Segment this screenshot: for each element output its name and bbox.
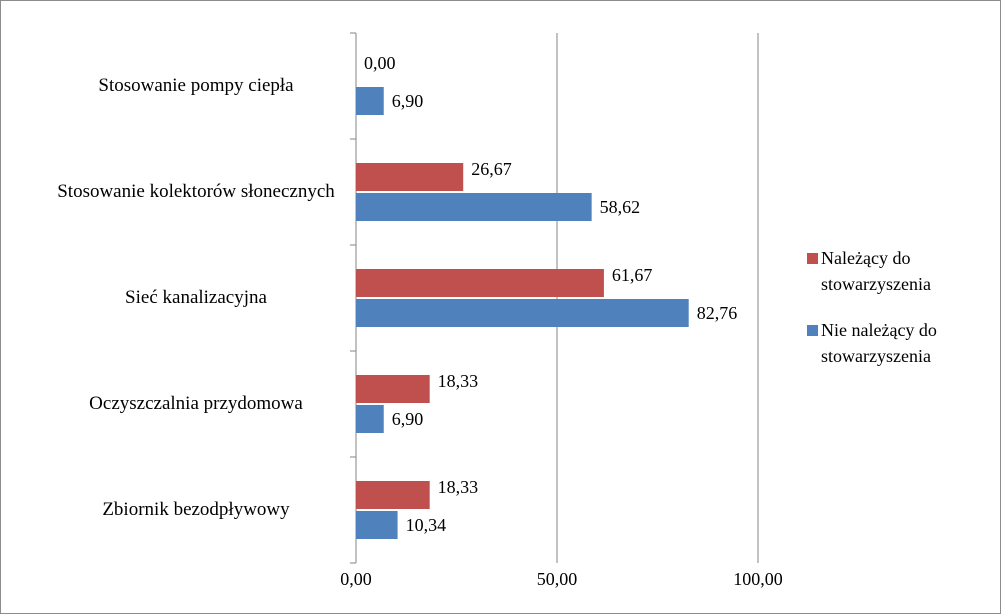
bar [356, 87, 384, 115]
bar [356, 163, 464, 191]
value-label: 61,67 [612, 265, 653, 285]
value-label: 10,34 [406, 515, 447, 535]
y-tick-label: Oczyszczalnia przydomowa [89, 393, 303, 414]
value-label: 82,76 [697, 303, 738, 323]
y-tick-label: Stosowanie pompy ciepła [98, 75, 294, 96]
bar [356, 299, 689, 327]
value-label: 26,67 [471, 159, 512, 179]
bar [356, 269, 604, 297]
value-label: 0,00 [364, 53, 396, 73]
value-label: 18,33 [438, 371, 479, 391]
value-label: 18,33 [438, 477, 479, 497]
y-tick-label: Zbiornik bezodpływowy [102, 499, 290, 520]
legend-swatch [807, 253, 818, 264]
legend-label: Należący do stowarzyszenia [821, 248, 931, 294]
x-tick-label: 0,00 [340, 569, 372, 589]
value-label: 6,90 [392, 91, 424, 111]
y-tick-label: Stosowanie kolektorów słonecznych [57, 181, 335, 202]
bar [356, 481, 430, 509]
value-label: 58,62 [600, 197, 641, 217]
legend-label: Nie należący do stowarzyszenia [821, 320, 937, 366]
value-label: 6,90 [392, 409, 424, 429]
x-tick-label: 50,00 [537, 569, 578, 589]
bar [356, 511, 398, 539]
x-tick-label: 100,00 [733, 569, 783, 589]
bar [356, 193, 592, 221]
bar [356, 375, 430, 403]
y-tick-label: Sieć kanalizacyjna [125, 287, 267, 308]
bar [356, 405, 384, 433]
legend-swatch [807, 325, 818, 336]
